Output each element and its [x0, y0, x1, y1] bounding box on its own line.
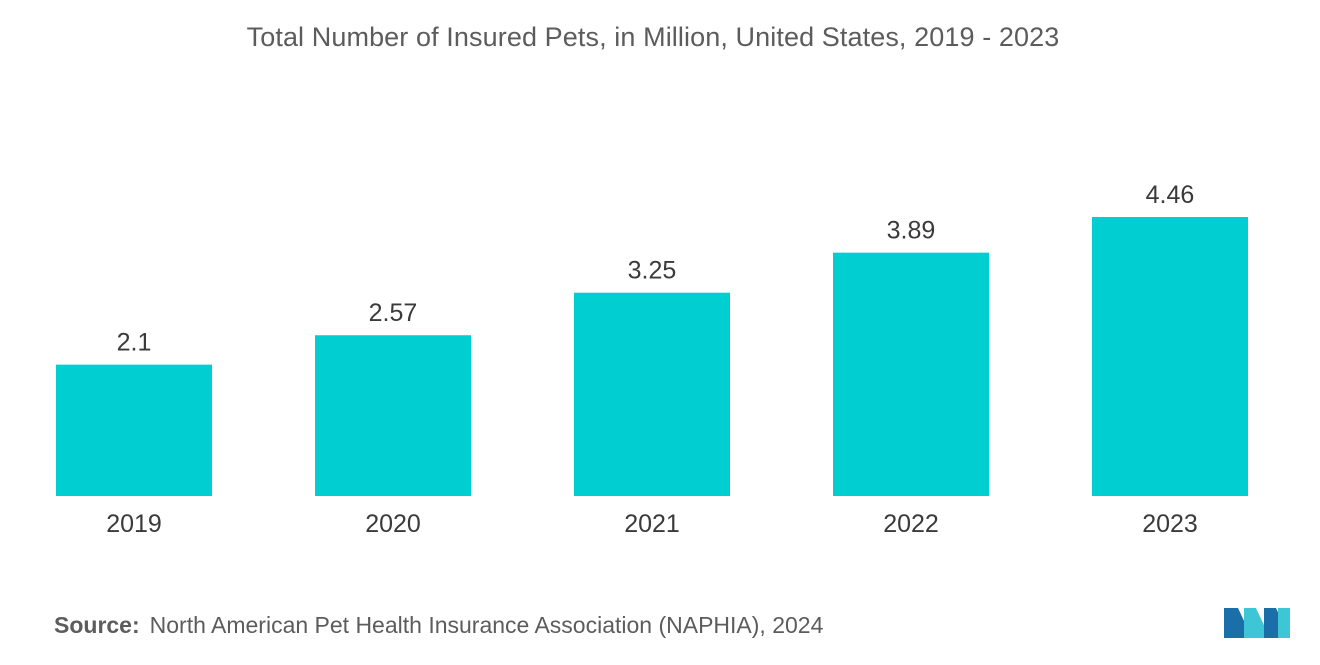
chart-title: Total Number of Insured Pets, in Million… — [246, 22, 1060, 52]
x-tick-label-2019: 2019 — [106, 510, 162, 538]
logo-shape-middle — [1244, 608, 1270, 638]
logo-shape-bar — [1278, 608, 1290, 638]
source-text: North American Pet Health Insurance Asso… — [149, 612, 824, 638]
bars-group — [56, 217, 1248, 496]
x-tick-label-2023: 2023 — [1142, 510, 1198, 538]
value-label-2019: 2.1 — [117, 329, 152, 357]
bar-2023 — [1092, 217, 1248, 496]
value-label-2021: 3.25 — [628, 257, 677, 285]
x-tick-label-2021: 2021 — [624, 510, 680, 538]
bar-2021 — [574, 292, 730, 496]
mordor-intelligence-logo-icon — [1224, 608, 1290, 638]
value-labels-group: 2.1 2.57 3.25 3.89 4.46 — [117, 181, 1195, 357]
source-label: Source: — [54, 612, 140, 638]
x-tick-label-2022: 2022 — [883, 510, 939, 538]
bar-2019 — [56, 364, 212, 496]
value-label-2022: 3.89 — [887, 217, 936, 245]
x-axis-ticks-group: 2019 2020 2021 2022 2023 — [106, 510, 1198, 538]
x-tick-label-2020: 2020 — [365, 510, 421, 538]
bar-2022 — [833, 252, 989, 496]
source-note: Source: North American Pet Health Insuran… — [54, 612, 823, 639]
value-label-2020: 2.57 — [369, 299, 418, 327]
value-label-2023: 4.46 — [1146, 181, 1195, 209]
bar-2020 — [315, 335, 471, 496]
